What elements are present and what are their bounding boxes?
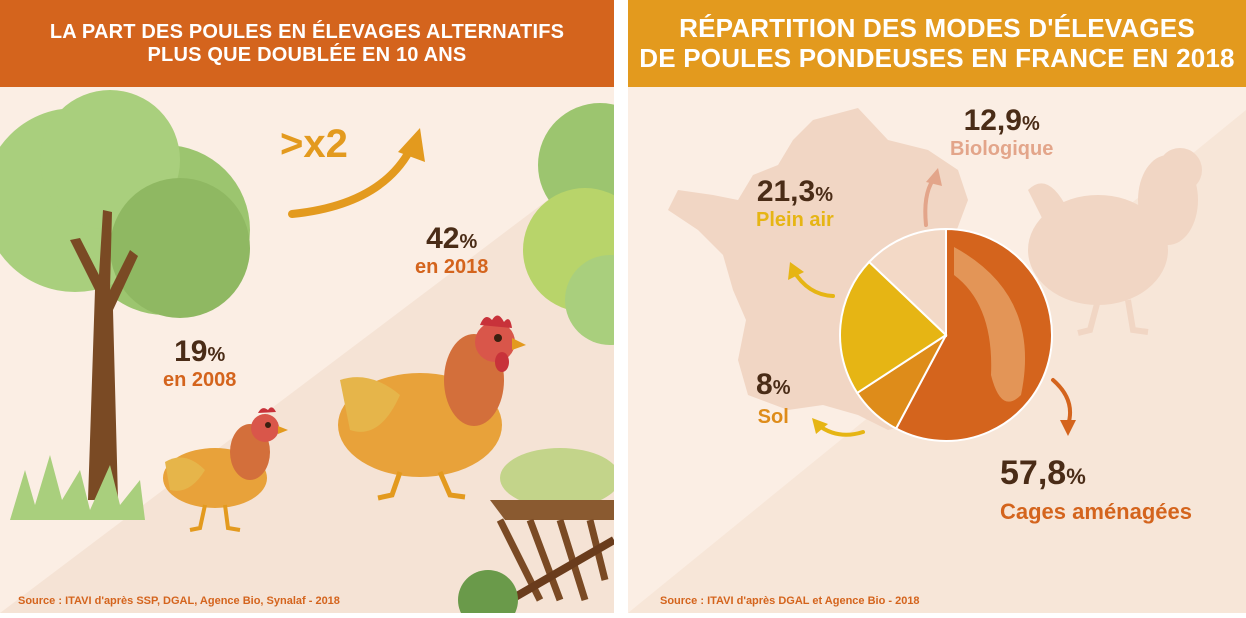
label-biologique: 12,9% Biologique	[950, 104, 1053, 161]
biologique-unit: %	[1021, 113, 1040, 135]
hen-silhouette-icon	[1028, 148, 1202, 336]
tree-right-icon	[523, 103, 614, 345]
growth-arrow-icon	[288, 128, 425, 218]
sol-value: 8	[756, 368, 773, 401]
cages-unit: %	[1066, 464, 1086, 489]
left-illustration	[0, 90, 614, 613]
hay-feeder-icon	[458, 448, 614, 613]
sol-unit: %	[772, 377, 791, 399]
pie-highlight	[954, 247, 1026, 402]
left-title-line1: LA PART DES POULES EN ÉLEVAGES ALTERNATI…	[49, 21, 565, 44]
stat-2018: 42% en 2018	[415, 222, 488, 279]
pleinair-label: Plein air	[756, 209, 834, 231]
right-title-line1: RÉPARTITION DES MODES D'ÉLEVAGES	[679, 13, 1195, 44]
right-source: Source : ITAVI d'après DGAL et Agence Bi…	[660, 595, 920, 607]
label-sol: 8% Sol	[756, 368, 790, 429]
right-illustration	[628, 108, 1246, 613]
cages-label: Cages aménagées	[1000, 499, 1192, 524]
multiplier-label: >x2	[280, 122, 348, 166]
alternative-farming-panel: LA PART DES POULES EN ÉLEVAGES ALTERNATI…	[0, 0, 614, 613]
large-hen-icon	[338, 315, 526, 501]
stat-2008-unit: %	[207, 344, 226, 366]
left-title-line2: PLUS QUE DOUBLÉE EN 10 ANS	[147, 43, 467, 66]
stat-2008-value: 19	[174, 335, 208, 368]
stat-2008: 19% en 2008	[163, 335, 236, 392]
small-hen-icon	[163, 407, 288, 532]
pie-chart-panel: RÉPARTITION DES MODES D'ÉLEVAGES DE POUL…	[628, 0, 1246, 613]
stat-2008-label: en 2008	[163, 369, 237, 391]
pie-chart	[839, 227, 1053, 442]
cages-value: 57,8	[1000, 454, 1067, 492]
biologique-label: Biologique	[950, 138, 1054, 160]
pleinair-unit: %	[815, 184, 833, 206]
biologique-value: 12,9	[963, 104, 1022, 137]
sol-label: Sol	[757, 406, 789, 428]
left-source: Source : ITAVI d'après SSP, DGAL, Agence…	[18, 595, 340, 607]
stat-2018-label: en 2018	[415, 256, 489, 278]
pie-slice-pleinair	[839, 260, 948, 395]
pie-slice-biologique	[867, 227, 947, 338]
tree-left-icon	[0, 90, 250, 520]
stat-2018-value: 42	[426, 222, 460, 255]
stat-2018-unit: %	[459, 231, 478, 253]
pleinair-value: 21,3	[756, 175, 816, 208]
left-title-banner: LA PART DES POULES EN ÉLEVAGES ALTERNATI…	[0, 0, 614, 87]
label-cages: 57,8% Cages aménagées	[1000, 454, 1192, 525]
pointer-arrows	[788, 168, 1076, 437]
label-pleinair: 21,3% Plein air	[756, 175, 834, 232]
right-title-banner: RÉPARTITION DES MODES D'ÉLEVAGES DE POUL…	[628, 0, 1246, 87]
right-title-line2: DE POULES PONDEUSES EN FRANCE EN 2018	[639, 42, 1235, 73]
